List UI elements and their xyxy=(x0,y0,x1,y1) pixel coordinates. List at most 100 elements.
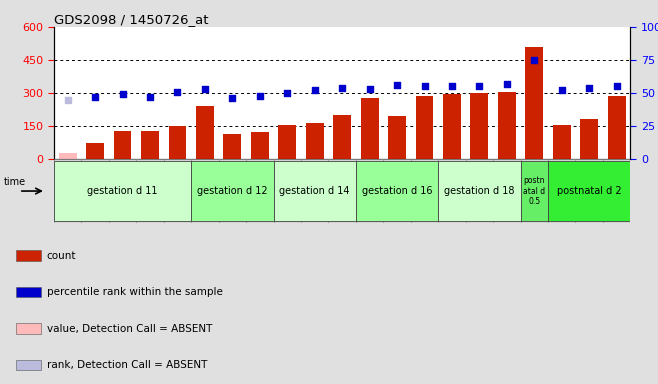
Text: GSM108555: GSM108555 xyxy=(420,168,429,212)
Bar xyxy=(576,159,603,223)
Bar xyxy=(416,96,434,159)
Bar xyxy=(466,159,493,223)
Bar xyxy=(384,159,411,223)
Text: GSM108548: GSM108548 xyxy=(585,168,594,212)
Point xyxy=(392,82,402,88)
Bar xyxy=(86,143,104,159)
Text: GSM108553: GSM108553 xyxy=(365,168,374,212)
Bar xyxy=(438,159,466,223)
Bar xyxy=(141,131,159,159)
Text: gestation d 12: gestation d 12 xyxy=(197,186,268,196)
Point xyxy=(90,94,101,100)
Text: GSM108557: GSM108557 xyxy=(310,168,319,212)
Text: rank, Detection Call = ABSENT: rank, Detection Call = ABSENT xyxy=(47,360,207,370)
Point xyxy=(419,83,430,89)
Bar xyxy=(498,92,516,159)
Point xyxy=(501,81,512,87)
Text: GSM108565: GSM108565 xyxy=(145,168,155,212)
Bar xyxy=(59,153,76,159)
Bar xyxy=(224,134,241,159)
Point xyxy=(63,97,73,103)
Text: GSM108550: GSM108550 xyxy=(447,168,457,212)
Bar xyxy=(16,250,41,261)
Text: GSM108547: GSM108547 xyxy=(557,168,567,212)
Point xyxy=(611,83,622,89)
Text: GSM108560: GSM108560 xyxy=(228,168,237,212)
Bar xyxy=(548,161,630,222)
Bar xyxy=(356,161,438,222)
Text: GSM108567: GSM108567 xyxy=(530,168,539,212)
Bar xyxy=(356,159,384,223)
Bar xyxy=(16,323,41,334)
Point xyxy=(145,94,155,100)
Bar xyxy=(328,159,356,223)
Bar xyxy=(191,161,274,222)
Bar xyxy=(333,115,351,159)
Point xyxy=(584,85,594,91)
Bar xyxy=(54,159,82,223)
Text: gestation d 11: gestation d 11 xyxy=(88,186,158,196)
Text: GDS2098 / 1450726_at: GDS2098 / 1450726_at xyxy=(54,13,209,26)
Bar xyxy=(493,159,520,223)
Bar xyxy=(82,159,109,223)
Bar xyxy=(438,161,520,222)
Bar xyxy=(525,47,544,159)
Bar xyxy=(191,159,218,223)
Bar xyxy=(301,159,328,223)
Point xyxy=(172,89,183,95)
Text: time: time xyxy=(4,177,26,187)
Point xyxy=(557,88,567,94)
Bar xyxy=(16,360,41,370)
Bar xyxy=(443,94,461,159)
Bar xyxy=(251,132,268,159)
Text: gestation d 14: gestation d 14 xyxy=(280,186,350,196)
Bar xyxy=(168,126,186,159)
Bar xyxy=(246,159,274,223)
Text: GSM108563: GSM108563 xyxy=(91,168,99,212)
Text: GSM108564: GSM108564 xyxy=(118,168,127,212)
Bar xyxy=(520,159,548,223)
Point xyxy=(309,88,320,94)
Bar xyxy=(114,131,132,159)
Point xyxy=(117,91,128,98)
Text: percentile rank within the sample: percentile rank within the sample xyxy=(47,287,222,297)
Point xyxy=(337,85,347,91)
Bar xyxy=(520,161,548,222)
Text: GSM108554: GSM108554 xyxy=(393,168,401,212)
Bar xyxy=(411,159,438,223)
Bar xyxy=(54,161,191,222)
Bar xyxy=(361,98,378,159)
Text: GSM108561: GSM108561 xyxy=(255,168,265,212)
Point xyxy=(447,83,457,89)
Bar xyxy=(388,116,406,159)
Bar xyxy=(164,159,191,223)
Bar xyxy=(278,125,296,159)
Text: GSM108562: GSM108562 xyxy=(63,168,72,212)
Text: gestation d 18: gestation d 18 xyxy=(444,186,515,196)
Text: GSM108556: GSM108556 xyxy=(283,168,291,212)
Bar xyxy=(553,125,570,159)
Point xyxy=(365,86,375,92)
Bar xyxy=(603,159,630,223)
Text: GSM108551: GSM108551 xyxy=(475,168,484,212)
Bar xyxy=(274,161,356,222)
Text: GSM108558: GSM108558 xyxy=(338,168,347,212)
Bar xyxy=(470,93,488,159)
Bar xyxy=(580,119,598,159)
Text: postnatal d 2: postnatal d 2 xyxy=(557,186,622,196)
Point xyxy=(282,90,293,96)
Bar xyxy=(16,287,41,297)
Text: value, Detection Call = ABSENT: value, Detection Call = ABSENT xyxy=(47,324,212,334)
Text: GSM108559: GSM108559 xyxy=(201,168,209,212)
Text: gestation d 16: gestation d 16 xyxy=(362,186,432,196)
Bar xyxy=(306,123,324,159)
Bar xyxy=(608,96,626,159)
Bar xyxy=(196,106,214,159)
Text: GSM108552: GSM108552 xyxy=(502,168,511,212)
Bar xyxy=(548,159,576,223)
Point xyxy=(255,93,265,99)
Bar xyxy=(274,159,301,223)
Bar xyxy=(136,159,164,223)
Point xyxy=(529,57,540,63)
Point xyxy=(227,95,238,101)
